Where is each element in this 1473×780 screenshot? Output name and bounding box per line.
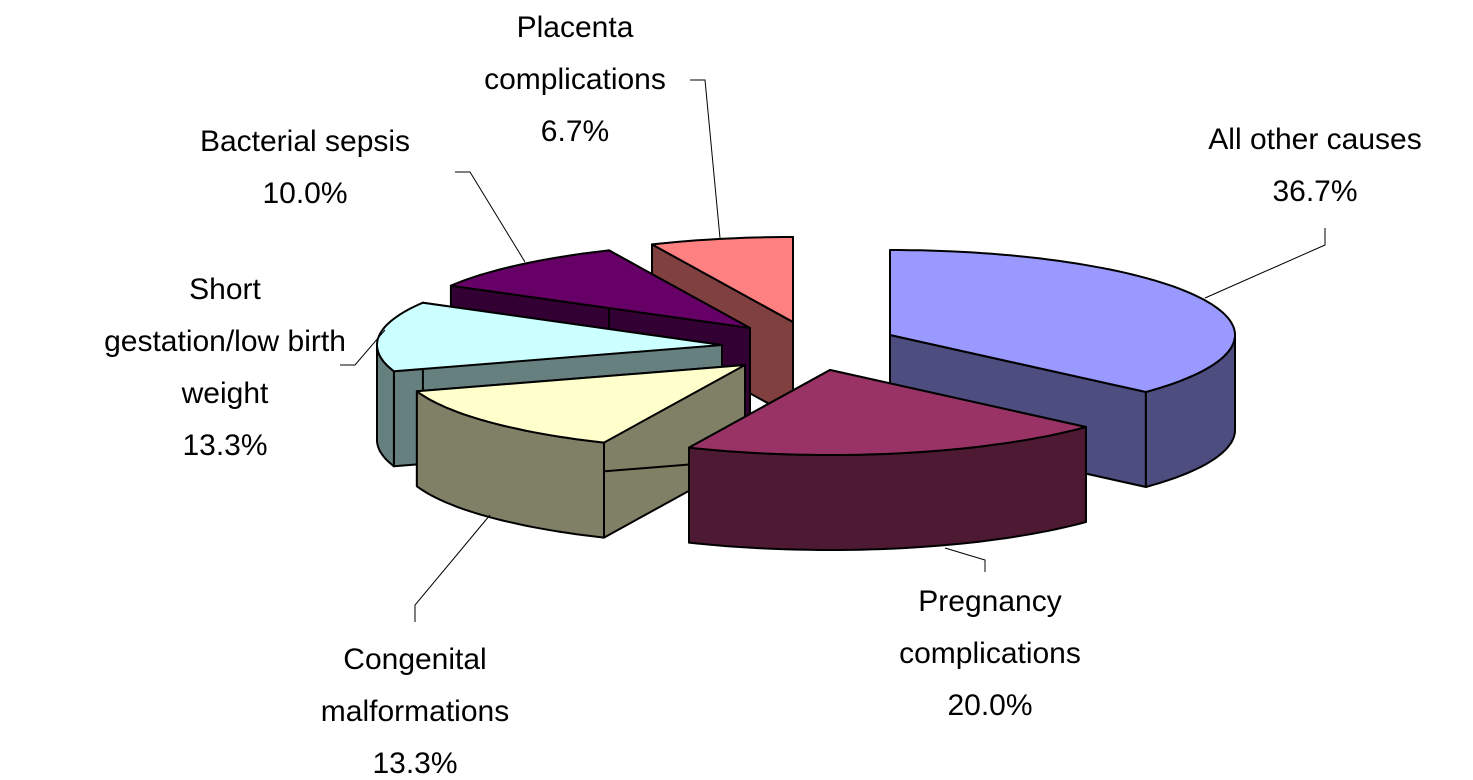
- category-name: Congenital malformations: [320, 643, 510, 728]
- slice-label: All other causes 36.7%: [1208, 114, 1421, 218]
- leader-line: [414, 514, 491, 622]
- slice: [415, 364, 746, 444]
- slice-label: Placenta complications 6.7%: [484, 2, 666, 158]
- value-label: 13.3%: [182, 429, 268, 462]
- category-name: Placenta complications: [484, 11, 666, 96]
- category-name: All other causes: [1208, 123, 1422, 156]
- slice: [688, 369, 1087, 551]
- leader-line: [944, 547, 986, 572]
- category-name: Pregnancy complications: [899, 585, 1081, 670]
- category-name: Bacterial sepsis: [199, 125, 411, 158]
- slice-label: Bacterial sepsis 10.0%: [200, 116, 410, 220]
- leader-line: [690, 79, 721, 239]
- value-label: 10.0%: [262, 177, 348, 210]
- leader-line: [340, 329, 386, 366]
- value-label: 13.3%: [372, 747, 458, 780]
- slice: [376, 301, 723, 373]
- slice: [688, 369, 1087, 456]
- value-label: 36.7%: [1272, 175, 1358, 208]
- leader-line: [455, 171, 526, 263]
- slice: [415, 364, 746, 539]
- slice: [889, 249, 1236, 393]
- slice: [651, 236, 794, 323]
- slice-label: Short gestation/low birth weight 13.3%: [104, 264, 346, 472]
- slice: [449, 249, 751, 329]
- value-label: 6.7%: [540, 115, 610, 148]
- leader-line: [1204, 228, 1326, 299]
- category-name: Short gestation/low birth weight: [104, 273, 346, 410]
- slice-label: Congenital malformations 13.3%: [321, 634, 509, 780]
- slice-label: Pregnancy complications 20.0%: [899, 576, 1081, 732]
- value-label: 20.0%: [947, 689, 1033, 722]
